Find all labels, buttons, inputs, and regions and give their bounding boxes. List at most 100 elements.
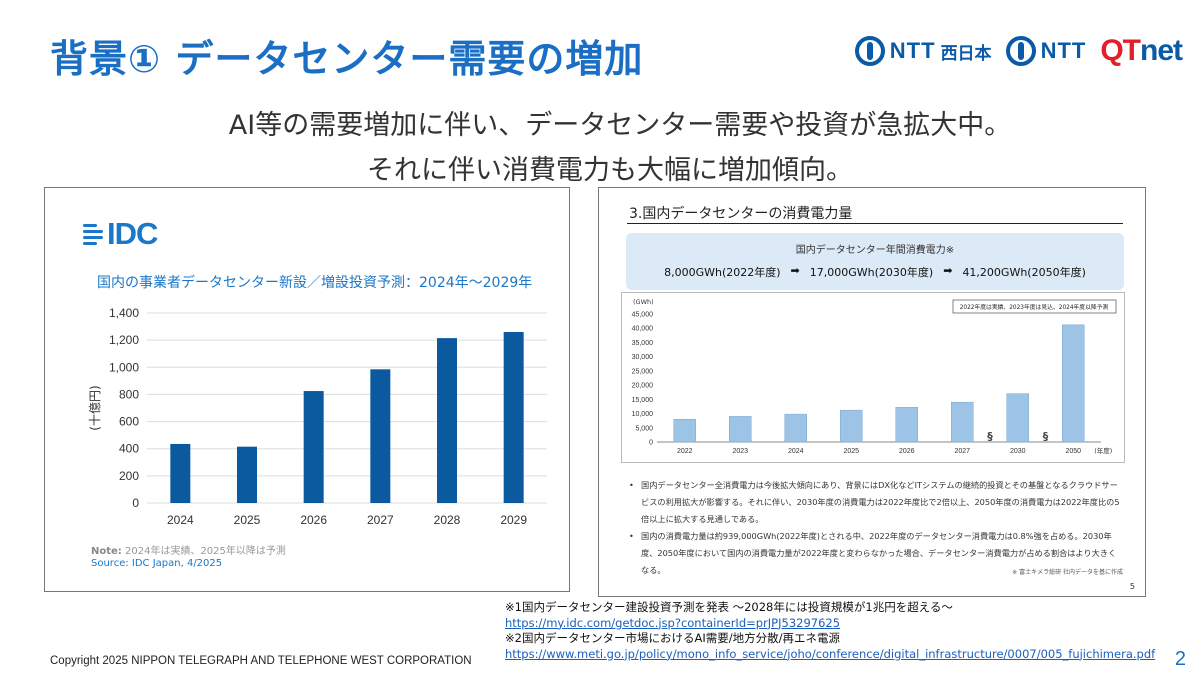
ntt-west-logo: NTT 西日本: [854, 36, 992, 66]
qtnet-logo: QTnet: [1100, 34, 1183, 68]
meti-value-2022: 8,000GWh(2022年度): [664, 266, 781, 279]
idc-y-tick-label: 600: [119, 415, 139, 429]
ntt-logo-icon: [1005, 36, 1036, 66]
meti-summary-box: 国内データセンター年間消費電力※ 8,000GWh(2022年度) ➡ 17,0…: [626, 233, 1124, 290]
meti-heading-rule: [627, 223, 1123, 224]
idc-logo-text: IDC: [107, 216, 158, 251]
idc-y-tick-label: 200: [119, 469, 139, 483]
meti-y-tick-label: 35,000: [632, 340, 654, 347]
meti-source-note: ※ 富士キメラ総研 社内データを基に作成: [1012, 569, 1123, 576]
page-title: 背景① データセンター需要の増加: [50, 37, 644, 81]
meti-bar: [840, 409, 863, 443]
qtnet-logo-t: T: [1122, 34, 1141, 67]
meti-x-tick-label: 2024: [788, 448, 804, 455]
copyright: Copyright 2025 NIPPON TELEGRAPH AND TELE…: [50, 655, 472, 667]
idc-y-tick-label: 1,000: [109, 360, 139, 374]
idc-chart-panel: IDC 国内の事業者データセンター新設／増設投資予測：2024年～2029年 0…: [44, 187, 570, 592]
idc-y-tick-label: 1,200: [109, 333, 139, 347]
idc-bar: [170, 443, 191, 503]
meti-y-tick-label: 0: [649, 440, 653, 447]
meti-x-tick-label: 2023: [732, 448, 748, 455]
meti-bullet-2: 国内の消費電力量は約939,000GWh(2022年度)とされる中、2022年度…: [629, 528, 1124, 579]
meti-y-tick-label: 25,000: [632, 368, 654, 375]
idc-x-tick-label: 2029: [500, 513, 527, 527]
ntt-logo-text: NTT: [1040, 38, 1087, 63]
idc-x-tick-label: 2024: [167, 513, 194, 527]
idc-bar: [437, 338, 457, 503]
meti-axis-break-mark: §: [987, 430, 993, 443]
idc-x-tick-label: 2026: [300, 513, 327, 527]
meti-y-tick-label: 15,000: [632, 397, 654, 404]
meti-x-tick-label: 2025: [843, 448, 859, 455]
meti-y-axis-label: (GWh): [633, 298, 654, 306]
meti-value-2030: 17,000GWh(2030年度): [809, 266, 934, 279]
meti-bar: [1006, 393, 1029, 443]
idc-bar: [370, 369, 391, 503]
meti-bar: [729, 416, 752, 443]
meti-box-values: 8,000GWh(2022年度) ➡ 17,000GWh(2030年度) ➡ 4…: [626, 264, 1124, 280]
idc-y-tick-label: 1,400: [109, 306, 139, 320]
meti-y-tick-label: 5,000: [635, 425, 653, 432]
meti-y-tick-label: 40,000: [632, 326, 654, 333]
footnote-link-1[interactable]: https://my.idc.com/getdoc.jsp?containerI…: [505, 615, 841, 630]
meti-axis-break-mark: §: [1043, 430, 1049, 443]
meti-y-tick-label: 45,000: [632, 312, 654, 319]
idc-logo: IDC: [83, 216, 158, 252]
lead-line-1: AI等の需要増加に伴い、データセンター需要や投資が急拡大中。: [228, 110, 1012, 141]
footnotes: ※1国内データセンター建設投資予測を発表 ～2028年には投資規模が1兆円を超え…: [505, 600, 1155, 662]
ntt-logo: NTT: [1005, 36, 1087, 66]
right-arrow-icon: ➡: [943, 264, 953, 277]
footnote-link-2[interactable]: https://www.meti.go.jp/policy/mono_info_…: [505, 646, 1156, 661]
meti-x-axis-label: (年度): [1094, 446, 1112, 455]
idc-y-axis-label: (十億円): [88, 385, 102, 430]
meti-bullet-1: 国内データセンター全消費電力は今後拡大傾向にあり、背景にはDX化などITシステム…: [629, 477, 1124, 528]
footnote-1: ※1国内データセンター建設投資予測を発表 ～2028年には投資規模が1兆円を超え…: [505, 600, 953, 614]
idc-y-tick-label: 400: [119, 442, 139, 456]
ntt-logo-icon: [854, 36, 885, 66]
footnote-2: ※2国内データセンター市場におけるAI需要/地方分散/再エネ電源: [505, 631, 840, 645]
logo-group: NTT 西日本 NTT QTnet: [854, 34, 1183, 68]
meti-annotation-box: [952, 299, 1117, 314]
lead-line-2: それに伴い消費電力も大幅に増加傾向。: [367, 155, 853, 186]
meti-page-number: 5: [1129, 582, 1135, 591]
idc-y-tick-label: 800: [119, 387, 139, 401]
idc-bar: [503, 332, 524, 503]
idc-y-tick-label: 0: [132, 496, 139, 510]
meti-chart-panel: 3.国内データセンターの消費電力量 国内データセンター年間消費電力※ 8,000…: [598, 187, 1146, 597]
meti-x-tick-label: 2026: [899, 448, 915, 455]
meti-bullets: 国内データセンター全消費電力は今後拡大傾向にあり、背景にはDX化などITシステム…: [629, 477, 1124, 579]
ntt-west-logo-sub: 西日本: [940, 43, 992, 63]
meti-bar: [784, 413, 807, 443]
idc-note: Note: 2024年は実績、2025年以降は予測: [91, 542, 286, 557]
meti-box-title: 国内データセンター年間消費電力※: [795, 245, 955, 256]
idc-investment-chart: 0 200 400 600 800 1,000 1,200 1,400 (十億円) 2024 202…: [88, 306, 547, 527]
page-number: 2: [1174, 648, 1186, 670]
meti-bar: [895, 407, 918, 443]
qtnet-logo-q: Q: [1100, 34, 1123, 67]
meti-y-tick-label: 10,000: [632, 411, 654, 418]
meti-x-tick-label: 2027: [954, 448, 970, 455]
idc-x-tick-label: 2025: [234, 513, 261, 527]
meti-x-tick-label: 2050: [1065, 448, 1081, 455]
idc-bar: [303, 391, 324, 503]
meti-chart-frame: [621, 292, 1125, 463]
meti-y-tick-label: 20,000: [632, 383, 654, 390]
idc-note-label: Note:: [91, 546, 122, 557]
idc-logo-icon: [83, 223, 103, 245]
idc-bar: [237, 446, 257, 503]
meti-bar: [1062, 324, 1085, 443]
meti-x-tick-label: 2030: [1010, 448, 1026, 455]
idc-chart-title: 国内の事業者データセンター新設／増設投資予測：2024年～2029年: [97, 275, 533, 291]
meti-annotation: 2022年度は実績、2023年度は見込、2024年度以降予測: [960, 303, 1109, 311]
idc-note-text: 2024年は実績、2025年以降は予測: [121, 546, 286, 557]
idc-x-tick-label: 2027: [367, 513, 394, 527]
meti-y-tick-label: 30,000: [632, 354, 654, 361]
qtnet-logo-net: net: [1140, 34, 1183, 67]
meti-bar: [673, 418, 696, 443]
ntt-west-logo-text: NTT: [889, 38, 936, 63]
meti-heading: 3.国内データセンターの消費電力量: [629, 206, 853, 222]
right-arrow-icon: ➡: [790, 264, 800, 277]
meti-bar: [951, 401, 974, 443]
meti-x-tick-label: 2022: [677, 448, 693, 455]
idc-source: Source: IDC Japan, 4/2025: [91, 558, 223, 569]
